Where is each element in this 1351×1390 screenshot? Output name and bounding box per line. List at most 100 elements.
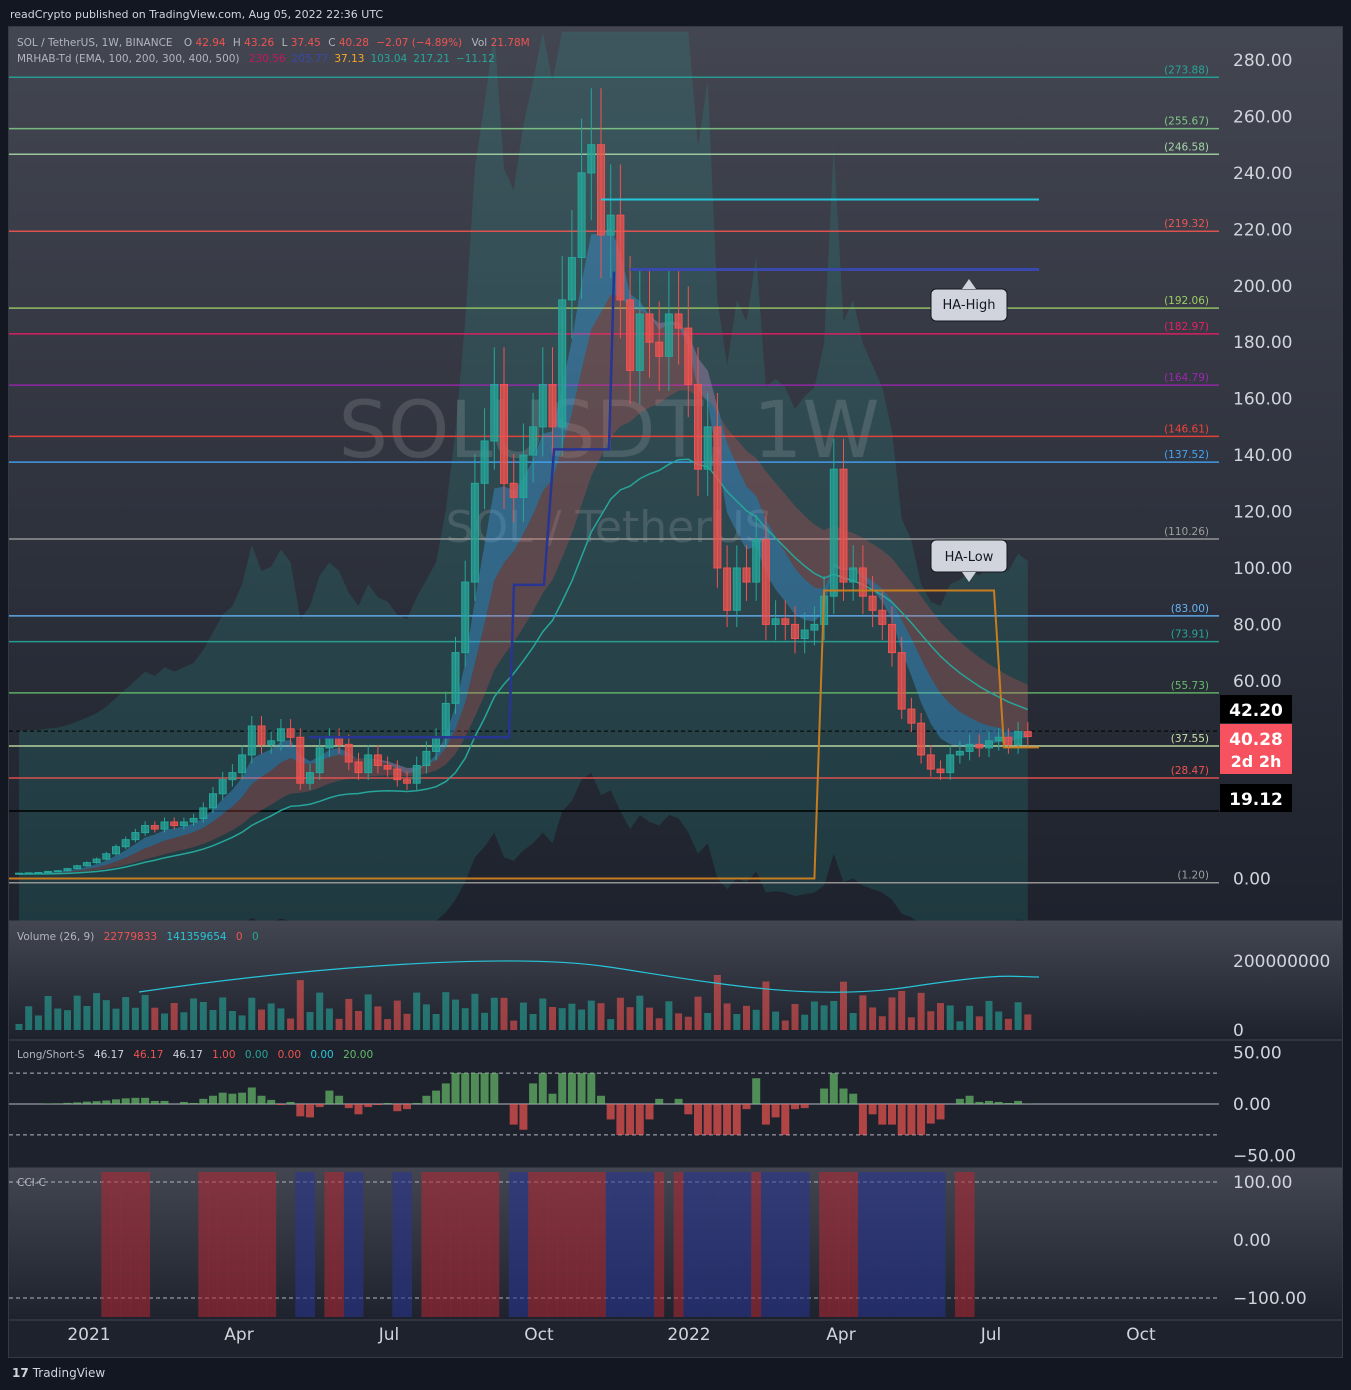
ls-bar [131, 1097, 140, 1104]
ls-bar [238, 1092, 247, 1104]
cci-zone [751, 1172, 762, 1317]
cci-zone [838, 1172, 849, 1317]
ha-high-label: HA-High [943, 298, 996, 313]
x-tick-label: Jul [980, 1325, 1002, 1345]
ls-bar [82, 1101, 91, 1104]
cci-zone [469, 1172, 480, 1317]
candle-body [684, 327, 693, 386]
ls-bar [490, 1073, 499, 1104]
volume-bar [442, 992, 450, 1030]
candle-body [597, 144, 605, 236]
y-tick-label: 100.00 [1233, 559, 1292, 579]
ls-bar [985, 1100, 993, 1104]
volume-bar [170, 1003, 178, 1030]
ls-bar [645, 1104, 654, 1120]
candle-body [141, 825, 150, 834]
cci-tick-label: 100.00 [1233, 1173, 1292, 1193]
candle-body [160, 821, 169, 830]
candle-body [247, 725, 256, 756]
candle-body [985, 740, 993, 749]
candle-body [296, 736, 305, 784]
ls-bar [102, 1100, 111, 1104]
volume-bar [452, 999, 459, 1030]
volume-bar [733, 1014, 741, 1030]
ls-bar [587, 1073, 596, 1104]
candle-body [267, 740, 276, 745]
ls-bar [897, 1104, 906, 1135]
fib-label: (164.79) [1164, 372, 1209, 384]
ls-bar [373, 1104, 382, 1106]
cci-zone [421, 1172, 432, 1317]
long-short-pane[interactable]: 50.00 0.00 −50.00 Long/Short-S 46.17 46.17… [9, 1039, 1342, 1167]
volume-bar [112, 1008, 120, 1030]
volume-bar [355, 1011, 362, 1030]
candle-body [441, 702, 450, 738]
volume-bar [122, 997, 130, 1030]
candle-body [412, 765, 421, 784]
cci-zone [605, 1172, 616, 1317]
ls-bar [635, 1104, 644, 1135]
ls-v1: 46.17 [94, 1049, 124, 1061]
ls-bar [529, 1083, 538, 1104]
price-pane[interactable]: SOLUSDT, 1W SOL / TetherUS (273.88)(255.… [9, 27, 1342, 960]
volume-bar [975, 1016, 983, 1030]
ls-bar [703, 1104, 712, 1135]
cci-pane[interactable]: 100.00 0.00 −100.00 CCI-C [9, 1167, 1342, 1320]
ls-bar [412, 1102, 421, 1104]
chart-frame[interactable]: SOLUSDT, 1W SOL / TetherUS (273.88) (255.… [8, 26, 1343, 1358]
volume-bar [461, 1008, 469, 1030]
cci-zone [644, 1172, 655, 1317]
indicator-legend: MRHAB-Td (EMA, 100, 200, 300, 400, 500) … [17, 53, 495, 65]
cci-tick-label: −100.00 [1233, 1289, 1307, 1309]
candle-body [470, 482, 479, 583]
ls-bar [470, 1073, 479, 1104]
ls-bar [888, 1104, 896, 1125]
candle-body [44, 870, 53, 873]
ls-bar [451, 1073, 460, 1104]
volume-bar [578, 1009, 586, 1030]
cci-zone [450, 1172, 461, 1317]
ls-tick-label: 0.00 [1233, 1095, 1271, 1115]
ls-bar [354, 1104, 363, 1115]
candle-body [112, 846, 120, 855]
close-price: 40.28 [1229, 730, 1283, 750]
candle-body [1004, 736, 1013, 745]
volume-bar [549, 1007, 556, 1030]
legend-change: −2.07 (−4.89%) [376, 37, 462, 49]
candle-body [965, 743, 974, 752]
cci-zone [305, 1172, 315, 1317]
ha-low-annotation[interactable]: HA-Low [930, 539, 1008, 582]
volume-bar [704, 1013, 712, 1030]
cci-zone [227, 1172, 238, 1317]
ha-low-line [9, 589, 1039, 880]
volume-v2: 141359654 [166, 931, 226, 943]
volume-bar [25, 1006, 33, 1030]
ls-bar [335, 1095, 344, 1104]
candle-body [432, 736, 441, 752]
volume-bar [413, 992, 421, 1030]
candle-body [771, 618, 780, 625]
volume-bar [258, 1009, 265, 1030]
ls-bar [820, 1088, 829, 1104]
volume-bar [481, 1012, 489, 1030]
candle-body [422, 750, 431, 767]
cci-zone [489, 1172, 500, 1317]
cci-zone [906, 1172, 917, 1317]
candle-body [858, 567, 867, 597]
candle-body [403, 779, 411, 784]
ls-bar [713, 1104, 722, 1135]
cci-zone [334, 1172, 345, 1317]
candle-body [24, 872, 33, 875]
volume-bar [752, 1009, 760, 1030]
y-tick-label: 240.00 [1233, 164, 1292, 184]
legend-vol: 21.78M [491, 37, 530, 49]
ls-bar [732, 1104, 741, 1135]
time-axis[interactable]: 2021 Apr Jul Oct 2022 Apr Jul Oct [9, 1319, 1342, 1345]
indicator-value: 230.56 [249, 53, 286, 65]
ha-high-annotation[interactable]: HA-High [930, 279, 1008, 322]
volume-pane[interactable]: 200000000 0 Volume (26, 9) 22779833 14135… [9, 920, 1342, 1041]
candle-body [150, 825, 159, 830]
x-tick-label: Apr [224, 1325, 253, 1345]
ls-bar [829, 1073, 838, 1104]
cci-zone [431, 1172, 442, 1317]
